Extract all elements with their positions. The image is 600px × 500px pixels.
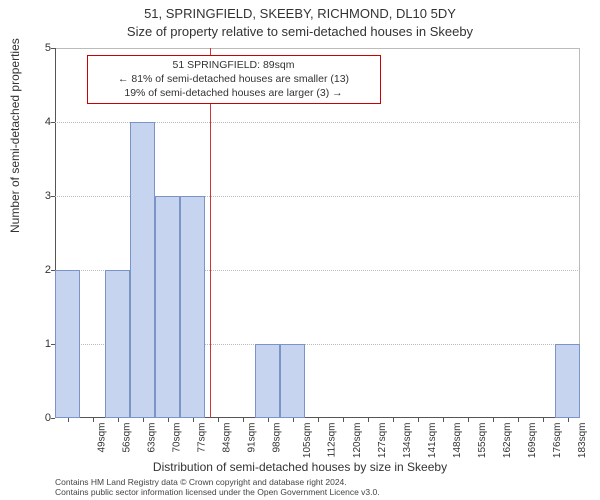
x-tick-label: 134sqm <box>402 423 413 459</box>
histogram-bar <box>105 270 130 418</box>
plot-area: 01234549sqm56sqm63sqm70sqm77sqm84sqm91sq… <box>55 48 580 418</box>
x-tick-label: 77sqm <box>196 423 207 453</box>
x-tick-label: 84sqm <box>221 423 232 453</box>
y-tick-label: 2 <box>33 264 51 276</box>
x-tick <box>218 418 219 422</box>
x-tick <box>343 418 344 422</box>
x-tick-label: 155sqm <box>477 423 488 459</box>
y-tick <box>51 418 55 419</box>
x-axis-label: Distribution of semi-detached houses by … <box>0 460 600 474</box>
y-tick <box>51 48 55 49</box>
annotation-line: 51 SPRINGFIELD: 89sqm <box>94 59 374 73</box>
footer-line-2: Contains public sector information licen… <box>55 488 380 498</box>
x-tick-label: 183sqm <box>577 423 588 459</box>
x-tick-label: 141sqm <box>427 423 438 459</box>
x-tick-label: 105sqm <box>302 423 313 459</box>
y-tick-label: 0 <box>33 412 51 424</box>
histogram-bar <box>130 122 155 418</box>
histogram-bar <box>555 344 580 418</box>
x-tick-label: 127sqm <box>377 423 388 459</box>
x-tick-label: 49sqm <box>96 423 107 453</box>
x-tick <box>268 418 269 422</box>
x-tick <box>493 418 494 422</box>
histogram-bar <box>280 344 305 418</box>
x-tick <box>318 418 319 422</box>
x-tick-label: 98sqm <box>271 423 282 453</box>
x-tick-label: 162sqm <box>502 423 513 459</box>
x-tick-label: 148sqm <box>452 423 463 459</box>
x-tick-label: 70sqm <box>171 423 182 453</box>
x-tick <box>443 418 444 422</box>
chart-title: 51, SPRINGFIELD, SKEEBY, RICHMOND, DL10 … <box>0 6 600 21</box>
footer-attribution: Contains HM Land Registry data © Crown c… <box>55 478 380 498</box>
y-tick-label: 3 <box>33 190 51 202</box>
y-tick-label: 5 <box>33 42 51 54</box>
x-tick <box>543 418 544 422</box>
x-tick-label: 91sqm <box>246 423 257 453</box>
histogram-bar <box>255 344 280 418</box>
annotation-box: 51 SPRINGFIELD: 89sqm← 81% of semi-detac… <box>87 55 381 104</box>
x-tick <box>193 418 194 422</box>
x-tick <box>168 418 169 422</box>
x-tick-label: 176sqm <box>552 423 563 459</box>
chart-container: 51, SPRINGFIELD, SKEEBY, RICHMOND, DL10 … <box>0 0 600 500</box>
y-tick <box>51 122 55 123</box>
histogram-bar <box>155 196 180 418</box>
x-tick <box>418 418 419 422</box>
x-tick-label: 56sqm <box>121 423 132 453</box>
histogram-bar <box>55 270 80 418</box>
y-tick <box>51 196 55 197</box>
x-tick-label: 112sqm <box>326 423 337 458</box>
x-tick-label: 120sqm <box>352 423 363 459</box>
x-tick <box>518 418 519 422</box>
x-tick-label: 63sqm <box>146 423 157 453</box>
x-tick <box>468 418 469 422</box>
annotation-line: 19% of semi-detached houses are larger (… <box>94 87 374 101</box>
x-tick <box>93 418 94 422</box>
x-tick-label: 169sqm <box>527 423 538 459</box>
annotation-line: ← 81% of semi-detached houses are smalle… <box>94 73 374 87</box>
x-tick <box>568 418 569 422</box>
x-tick <box>143 418 144 422</box>
x-tick <box>393 418 394 422</box>
x-tick <box>293 418 294 422</box>
histogram-bar <box>180 196 205 418</box>
x-tick <box>368 418 369 422</box>
chart-subtitle: Size of property relative to semi-detach… <box>0 24 600 39</box>
y-axis-label: Number of semi-detached properties <box>8 38 22 233</box>
x-tick <box>118 418 119 422</box>
y-tick-label: 4 <box>33 116 51 128</box>
x-tick <box>68 418 69 422</box>
y-tick-label: 1 <box>33 338 51 350</box>
x-tick <box>243 418 244 422</box>
